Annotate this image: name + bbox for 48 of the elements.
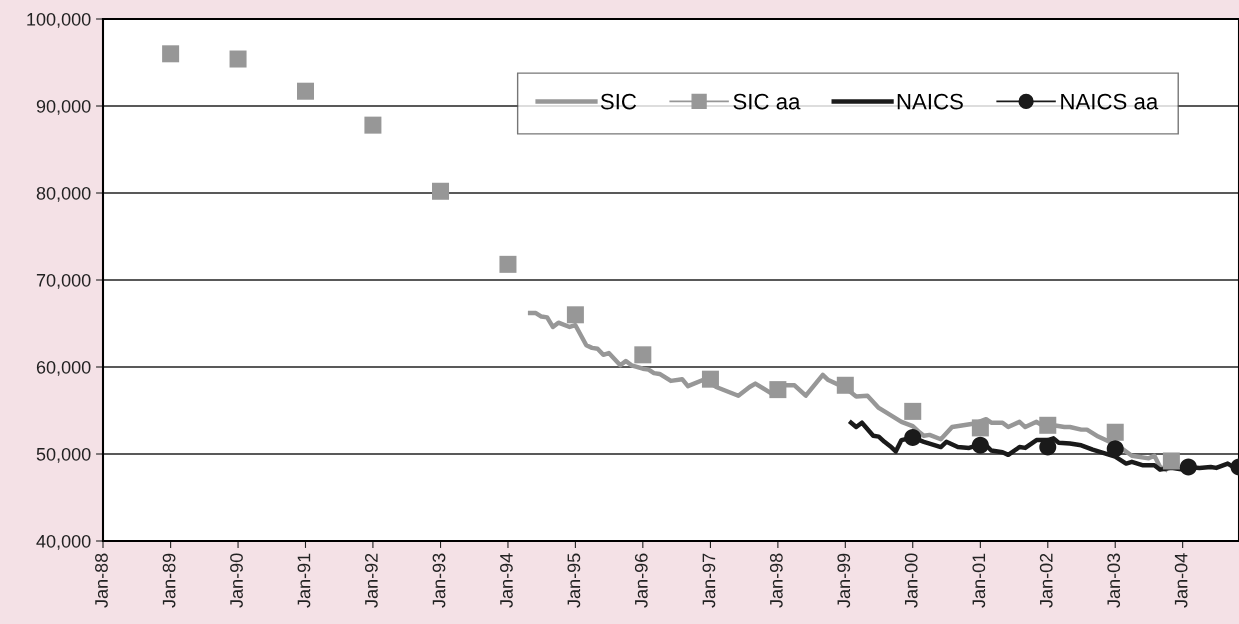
x-tick-label: Jan-91 [297, 553, 311, 608]
point [634, 346, 652, 364]
x-tick-label: Jan-01 [972, 553, 986, 608]
point [1162, 452, 1180, 470]
x-tick-label: Jan-88 [95, 553, 108, 608]
x-tick-label: Jan-03 [1107, 553, 1121, 608]
x-tick-label: Jan-97 [702, 553, 716, 608]
x-tick-label: Jan-92 [364, 553, 378, 608]
y-tick-label: 50,000 [36, 447, 91, 463]
y-tick-label: 40,000 [36, 534, 91, 550]
y-tick-label: 60,000 [36, 360, 91, 376]
point [432, 182, 450, 200]
x-tick-label: Jan-99 [837, 553, 851, 608]
point [971, 436, 989, 454]
point [499, 255, 517, 273]
point [162, 45, 180, 63]
legend-label: SIC aa [733, 93, 801, 110]
point [296, 82, 314, 100]
x-tick-label: Jan-02 [1039, 553, 1053, 608]
x-tick-label: Jan-94 [500, 553, 513, 608]
x-tick-label: Jan-98 [769, 553, 783, 608]
x-tick-label: Jan-96 [634, 553, 648, 608]
point [364, 116, 382, 134]
point [701, 370, 719, 388]
point [1106, 423, 1124, 441]
y-tick-label: 70,000 [36, 273, 91, 289]
y-tick-label: 100,000 [27, 12, 91, 28]
point [904, 402, 922, 420]
y-tick-label: 80,000 [36, 186, 91, 202]
legend-label: SIC [600, 93, 637, 110]
legend-label: NAICS aa [1061, 93, 1159, 110]
x-tick-label: Jan-93 [432, 553, 446, 608]
point [229, 50, 247, 68]
point [836, 376, 854, 394]
point [971, 419, 989, 437]
y-tick-label: 90,000 [36, 99, 91, 115]
x-tick-label: Jan-89 [162, 553, 176, 608]
legend-label: NAICS [897, 93, 963, 110]
point [1039, 416, 1057, 434]
point [769, 381, 787, 399]
point [904, 428, 922, 446]
point [566, 306, 584, 324]
x-tick-label: Jan-04 [1174, 553, 1188, 608]
x-tick-label: Jan-90 [230, 553, 243, 608]
x-tick-label: Jan-95 [567, 553, 581, 608]
point [1179, 458, 1197, 476]
x-tick-label: Jan-00 [904, 553, 918, 608]
point [1106, 440, 1124, 458]
